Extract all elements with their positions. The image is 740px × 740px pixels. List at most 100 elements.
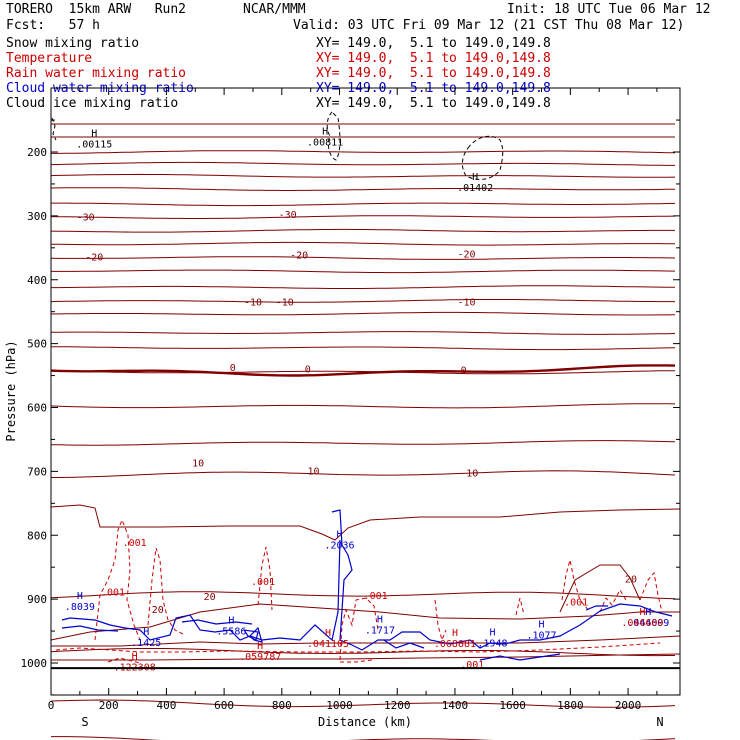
isotherm-line xyxy=(50,370,675,375)
rain-max-marker: H xyxy=(639,607,645,618)
y-tick-label: 800 xyxy=(27,529,47,542)
cloud-water-label: .1717 xyxy=(365,626,395,637)
rain-contour xyxy=(55,642,661,653)
south-end-label: S xyxy=(81,715,88,729)
rain-label: .068881 xyxy=(434,639,476,650)
rain-max-marker: H xyxy=(452,628,458,639)
rain-contour xyxy=(639,571,663,613)
isotherm-label: -20 xyxy=(457,249,475,260)
cloud-ice-label: .01402 xyxy=(457,183,493,194)
field-rain-name: Rain water mixing ratio xyxy=(6,66,187,81)
rain-contour xyxy=(339,597,379,661)
x-axis-label: Distance (km) xyxy=(318,715,412,729)
cloud-water-contour xyxy=(61,539,341,642)
isotherm-label: 10 xyxy=(466,468,478,479)
field-cloud-ice-range: XY= 149.0, 5.1 to 149.0,149.8 xyxy=(316,96,551,111)
isotherm-line xyxy=(559,564,641,613)
isotherm-label: -30 xyxy=(77,212,95,223)
header-valid: Valid: 03 UTC Fri 09 Mar 12 (21 CST Thu … xyxy=(293,18,685,33)
isotherm-label: 0 xyxy=(305,364,311,375)
cloud-water-contour xyxy=(181,619,253,625)
y-tick-label: 200 xyxy=(27,146,47,159)
field-snow-name: Snow mixing ratio xyxy=(6,36,140,51)
rain-contour xyxy=(94,518,141,641)
isotherm-line xyxy=(50,591,676,600)
x-tick-label: 600 xyxy=(214,699,234,712)
cloud-ice-max-marker: H xyxy=(472,172,478,183)
isotherm-line xyxy=(50,603,680,641)
isotherm-line xyxy=(50,215,676,219)
y-tick-label: 600 xyxy=(27,402,47,415)
rain-max-marker: H xyxy=(325,628,331,639)
x-tick-label: 1200 xyxy=(384,699,411,712)
isotherm-line xyxy=(51,331,676,335)
isotherm-label: -10 xyxy=(244,297,262,308)
cloud-ice-max-marker: H xyxy=(91,129,97,140)
rain-max-marker: H xyxy=(257,641,263,652)
rain-contour xyxy=(147,547,186,636)
cloud-water-contour xyxy=(585,605,608,611)
x-tick-label: 200 xyxy=(99,699,119,712)
rain-label: .041105 xyxy=(307,639,349,650)
field-temperature-range: XY= 149.0, 5.1 to 149.0,149.8 xyxy=(316,51,551,66)
isotherm-line xyxy=(50,299,675,303)
rain-contour xyxy=(561,559,591,613)
x-tick-label: 1400 xyxy=(442,699,469,712)
isotherm-line xyxy=(51,635,681,647)
field-cloud-ice-name: Cloud ice mixing ratio xyxy=(6,96,179,111)
x-tick-label: 800 xyxy=(272,699,292,712)
cloud-water-contour xyxy=(331,509,673,651)
cloud-ice-label: .00115 xyxy=(76,140,112,151)
header-init: Init: 18 UTC Tue 06 Mar 12 xyxy=(507,2,711,17)
cloud-water-contours xyxy=(61,509,673,661)
isotherm-label: 20 xyxy=(152,605,164,616)
rain-contour xyxy=(257,546,273,611)
isotherm-line xyxy=(50,228,675,233)
isotherm-label: 20 xyxy=(204,592,216,603)
rain-max-marker: H xyxy=(132,652,138,663)
isotherm-line xyxy=(50,161,675,166)
y-tick-label: 300 xyxy=(27,210,47,223)
y-tick-label: 1000 xyxy=(21,657,48,670)
isotherm-label: -20 xyxy=(85,253,103,264)
field-temperature-name: Temperature xyxy=(6,51,93,66)
rain-contour xyxy=(515,597,525,616)
isotherm-line xyxy=(51,470,676,478)
cloud-water-max-marker: H xyxy=(377,615,383,626)
isotherm-line xyxy=(51,150,676,154)
x-tick-label: 1000 xyxy=(326,699,353,712)
cloud-water-label: .1948 xyxy=(477,638,507,649)
x-tick-label: 2000 xyxy=(615,699,642,712)
isotherm-label: 10 xyxy=(192,458,204,469)
cloud-water-label: .1425 xyxy=(131,638,161,649)
y-axis-label: Pressure (hPa) xyxy=(4,340,18,441)
isotherm-line xyxy=(51,653,681,661)
north-end-label: N xyxy=(656,715,663,729)
isotherm-line xyxy=(51,285,676,289)
cloud-water-max-marker: H xyxy=(337,530,343,541)
cloud-water-label: .044609 xyxy=(627,618,669,629)
isotherm-line xyxy=(50,699,676,708)
x-tick-label: 1800 xyxy=(557,699,584,712)
cloud-ice-label: .00811 xyxy=(307,138,343,149)
rain-label: .001 xyxy=(364,591,388,602)
isotherm-line xyxy=(50,241,676,246)
isotherm-label: -20 xyxy=(290,251,308,262)
header-org: NCAR/MMM xyxy=(243,2,306,17)
isotherm-line xyxy=(50,173,676,178)
y-tick-label: 500 xyxy=(27,338,47,351)
rain-label: .059787 xyxy=(239,652,281,663)
cloud-water-label: .5586 xyxy=(216,626,246,637)
isotherm-line xyxy=(50,403,676,409)
rain-contours xyxy=(55,518,663,664)
isotherm-line xyxy=(50,440,676,446)
rain-label: .001 xyxy=(564,598,588,609)
cloud-water-max-marker: H xyxy=(228,615,234,626)
isotherm-line xyxy=(50,187,676,191)
freezing-isotherm xyxy=(50,364,676,377)
isotherm-label: 0 xyxy=(461,366,467,377)
field-snow-range: XY= 149.0, 5.1 to 149.0,149.8 xyxy=(316,36,551,51)
